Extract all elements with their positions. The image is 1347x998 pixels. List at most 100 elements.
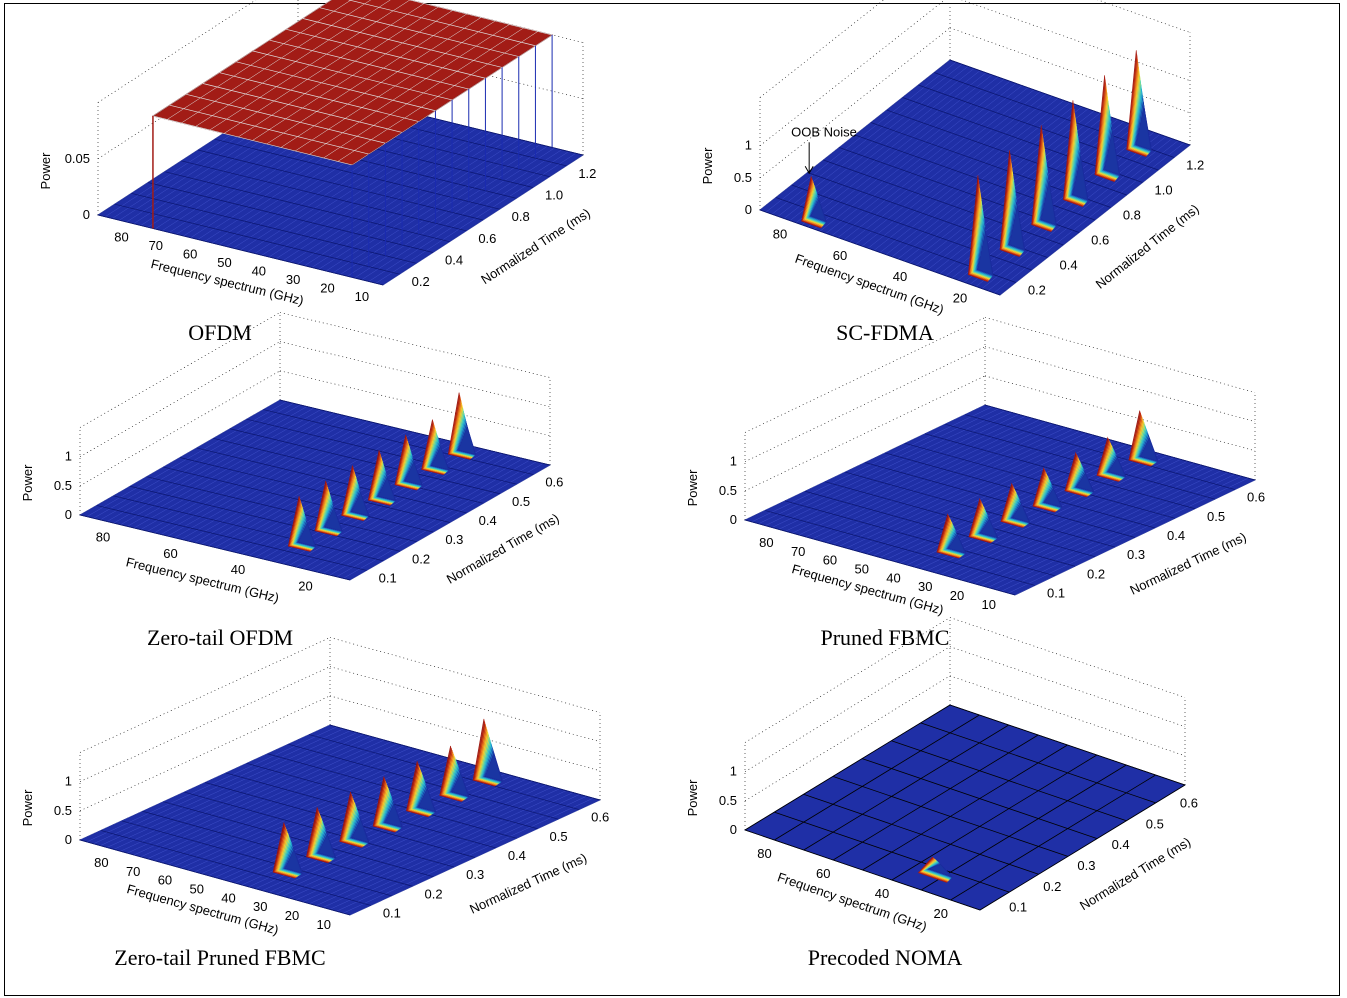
chart-caption: SC-FDMA <box>836 320 934 345</box>
peak-facet <box>384 802 403 828</box>
y-axis-label: Normalized Time (ms) <box>1127 529 1248 597</box>
mesh-line <box>949 704 1186 786</box>
grid-line <box>961 0 1191 81</box>
y-tick-label: 0.6 <box>1180 795 1198 810</box>
y-tick-label: 0.4 <box>479 513 497 528</box>
z-tick-label: 1 <box>65 774 72 789</box>
y-tick-label: 0.3 <box>466 867 484 882</box>
grid-line <box>949 27 1191 114</box>
z-tick-label: 0 <box>65 507 72 522</box>
mesh-line <box>229 428 501 495</box>
peak-facet <box>977 230 994 276</box>
z-tick-label: 0 <box>745 202 752 217</box>
y-tick-label: 0.4 <box>508 848 526 863</box>
peak-facet <box>1072 155 1089 201</box>
y-tick-label: 0.5 <box>1207 509 1225 524</box>
peak-facet <box>980 518 999 539</box>
x-tick-label: 60 <box>183 247 197 262</box>
x-tick-label: 60 <box>816 866 830 881</box>
mesh-line <box>920 722 1156 804</box>
power-peak <box>936 513 967 559</box>
peak-facet <box>810 198 827 222</box>
peak-facet <box>318 833 337 859</box>
mesh-line <box>784 500 1056 577</box>
power-peak <box>439 745 470 802</box>
x-tick-label: 40 <box>252 263 266 278</box>
peak-facet <box>324 506 343 532</box>
y-tick-label: 0.1 <box>1009 900 1027 915</box>
x-tick-label: 70 <box>126 864 140 879</box>
band-grid <box>152 0 332 117</box>
power-peak <box>967 175 994 282</box>
power-peak <box>917 856 953 883</box>
z-tick-label: 1 <box>745 138 752 153</box>
x-tick-label: 60 <box>158 873 172 888</box>
grid-line <box>759 0 946 146</box>
mesh-line <box>803 793 1039 875</box>
x-tick-label: 10 <box>982 597 996 612</box>
grid-line <box>79 341 281 457</box>
chart-caption: Zero-tail Pruned FBMC <box>114 945 326 970</box>
mesh-line <box>862 758 1098 839</box>
x-tick-label: 60 <box>823 553 837 568</box>
grid-line <box>759 27 951 179</box>
band-grid <box>295 20 496 152</box>
x-tick-label: 20 <box>950 588 964 603</box>
z-tick-label: 1 <box>730 454 737 469</box>
grid-line <box>744 646 951 772</box>
mesh-line <box>196 447 467 514</box>
x-tick-label: 40 <box>875 886 889 901</box>
mesh-line <box>891 740 1127 822</box>
peak-facet <box>948 533 967 554</box>
chart-caption: OFDM <box>188 320 252 345</box>
power-peak <box>341 465 370 522</box>
peak-facet <box>1140 436 1159 462</box>
power-peak <box>1031 125 1057 232</box>
x-tick-label: 80 <box>114 230 128 245</box>
y-tick-label: 0.2 <box>412 274 430 289</box>
grid-line <box>744 617 951 743</box>
peak-facet <box>1076 472 1095 493</box>
power-peak <box>801 176 827 229</box>
z-tick-label: 0.5 <box>719 793 737 808</box>
y-tick-label: 0.4 <box>1060 258 1078 273</box>
mesh-line <box>824 481 1096 558</box>
grid-line <box>984 346 1256 422</box>
mesh-line <box>918 84 1159 171</box>
figure-frame <box>4 3 1340 996</box>
mesh-line <box>129 485 401 552</box>
y-tick-label: 0.4 <box>1112 837 1130 852</box>
chart-caption: Pruned FBMC <box>820 625 950 650</box>
y-tick-label: 1.2 <box>1186 158 1204 173</box>
mesh-line <box>97 214 384 286</box>
mesh-line <box>804 490 1076 567</box>
band-grid <box>238 6 439 138</box>
band-grid <box>152 115 353 166</box>
mesh-line <box>862 744 1068 871</box>
band-grid <box>337 31 539 162</box>
surface <box>78 392 552 581</box>
x-tick-label: 80 <box>773 227 787 242</box>
mesh-line <box>744 704 951 831</box>
x-tick-label: 70 <box>791 544 805 559</box>
power-peak <box>1128 410 1159 467</box>
chart-caption: Precoded NOMA <box>807 945 963 970</box>
y-tick-label: 0.3 <box>1127 547 1145 562</box>
mesh-line <box>204 782 476 858</box>
mesh-line <box>884 452 1156 529</box>
peak-facet <box>351 491 370 516</box>
power-peak <box>472 718 503 787</box>
surface <box>78 718 602 916</box>
y-tick-label: 1.2 <box>578 166 596 181</box>
power-peak <box>1096 436 1127 482</box>
mesh-line <box>146 476 417 543</box>
peak-facet <box>484 751 503 782</box>
grid-line <box>949 646 1186 727</box>
annotation-label: OOB Noise <box>791 124 857 139</box>
mesh-line <box>832 734 1039 861</box>
mesh-line <box>329 724 601 801</box>
peak-facet <box>431 445 450 470</box>
peak-facet <box>1012 502 1031 523</box>
